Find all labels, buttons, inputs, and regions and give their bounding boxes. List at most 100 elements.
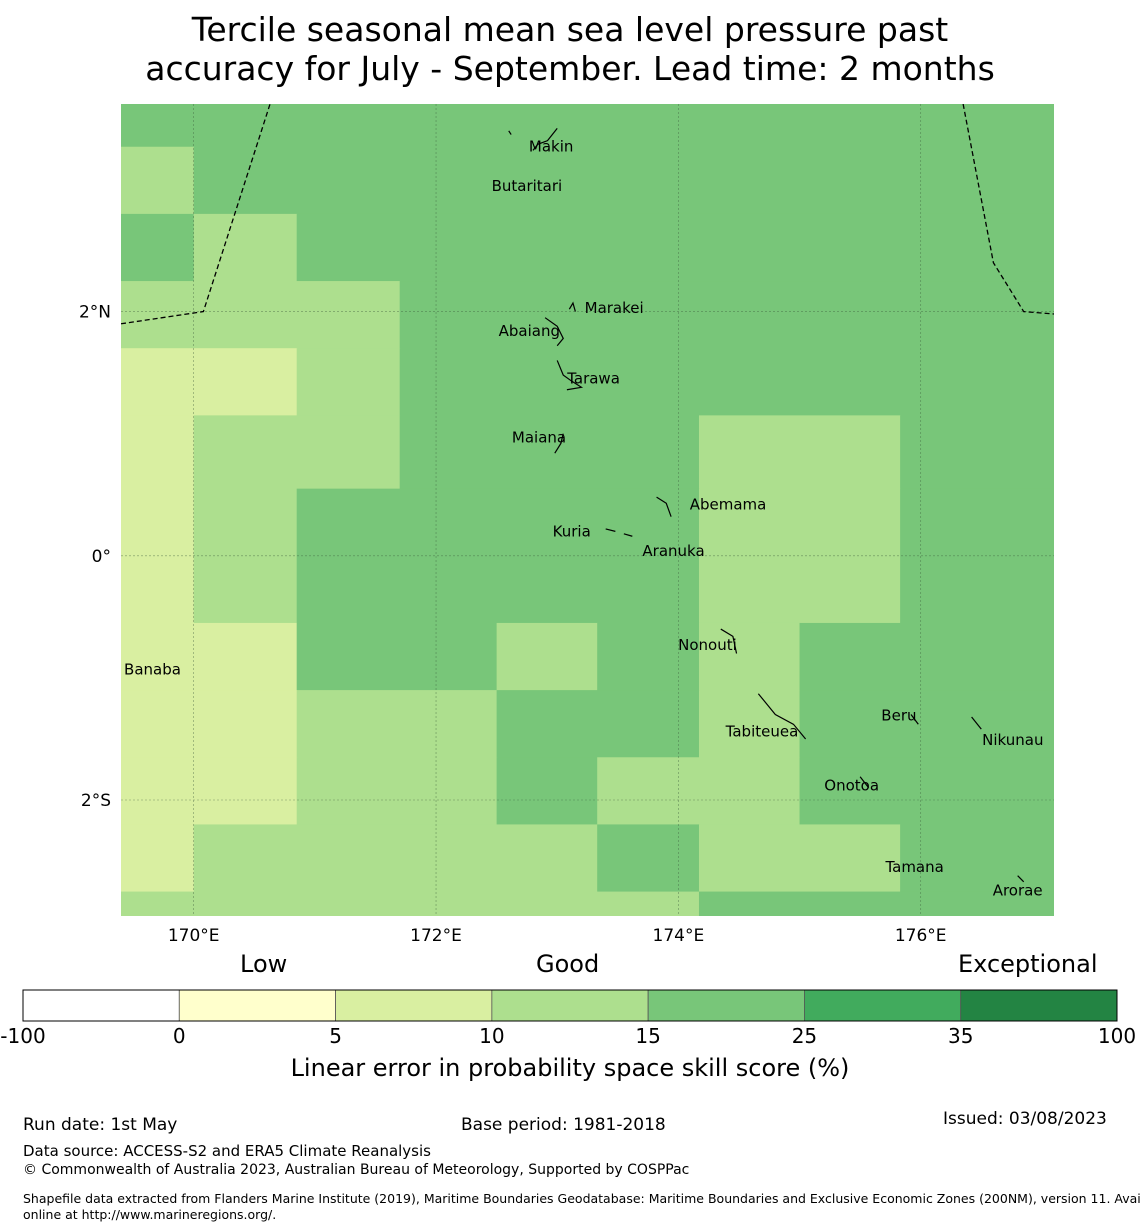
place-label: Abaiang [499, 322, 560, 340]
place-label: Arorae [993, 881, 1043, 899]
place-label: Nikunau [982, 731, 1043, 749]
place-label: Tarawa [566, 370, 620, 388]
skill-cell [698, 891, 1054, 916]
colorbar-tick-label: 35 [948, 1024, 973, 1048]
island-outline [1017, 875, 1025, 883]
skill-cell [121, 213, 195, 282]
skill-cell [399, 348, 1054, 416]
skill-cell [698, 622, 801, 691]
place-label: Aranuka [642, 542, 704, 560]
island-outline [757, 693, 807, 740]
skill-cell [496, 622, 598, 691]
island-outline [508, 130, 512, 135]
place-labels: Makin Butaritari Marakei Abaiang Tarawa Maian… [124, 138, 1043, 900]
colorbar-tick-label: 0 [173, 1024, 186, 1048]
place-label: Tamana [884, 858, 943, 876]
island-outline [910, 714, 919, 725]
island-outline [556, 360, 584, 391]
place-label: Maiana [512, 428, 566, 446]
legend-word-good: Good [536, 950, 600, 978]
skill-cell [399, 281, 1054, 349]
skill-cell [799, 757, 1054, 826]
shapefile-credit-line-2: online at http://www.marineregions.org/. [23, 1207, 277, 1222]
island-outline [568, 301, 576, 312]
skill-cell [799, 622, 1054, 691]
place-label: Banaba [124, 660, 181, 678]
skill-cell [496, 757, 598, 826]
skill-cell [121, 146, 195, 215]
colorbar-frame [22, 989, 1118, 1022]
shapefile-credit-line-1: Shapefile data extracted from Flanders M… [23, 1191, 1140, 1206]
skill-cell [121, 690, 298, 758]
place-label: Kuria [553, 522, 591, 540]
colorbar-title: Linear error in probability space skill … [290, 1054, 850, 1082]
place-label: Nonouti [678, 636, 737, 654]
skill-cell [698, 488, 901, 624]
skill-cell [799, 690, 1054, 758]
skill-grid [121, 104, 1054, 916]
island-outline [623, 533, 633, 537]
skill-cell [121, 622, 298, 691]
lat-tick-label: 2°N [79, 303, 111, 323]
skill-cell [193, 348, 298, 416]
skill-cell [597, 757, 801, 826]
legend-word-low: Low [240, 950, 288, 978]
colorbar-swatch [178, 989, 336, 1022]
island-outline [532, 128, 558, 151]
island-outline [656, 496, 672, 517]
skill-cell [193, 213, 298, 282]
skill-cell [296, 622, 498, 691]
colorbar-tick-label: 100 [1098, 1024, 1136, 1048]
data-source: Data source: ACCESS-S2 and ERA5 Climate … [23, 1142, 431, 1160]
skill-cell [296, 757, 498, 826]
skill-cell [296, 690, 498, 758]
lat-tick-label: 0° [92, 547, 111, 567]
skill-cell [121, 824, 195, 893]
graticule [121, 104, 1054, 916]
eez-boundary-line [121, 104, 271, 325]
run-date: Run date: 1st May [23, 1115, 178, 1135]
colorbar-tick-label: 5 [329, 1024, 342, 1048]
place-label: Onotoa [824, 776, 879, 794]
lat-tick-label: 2°S [81, 791, 111, 811]
skill-cell [121, 415, 195, 490]
shapefile-credit: Shapefile data extracted from Flanders M… [23, 1191, 1140, 1223]
island-outline [971, 716, 982, 730]
eez-boundaries [121, 104, 1054, 325]
colorbar-tick-label: -100 [0, 1024, 45, 1048]
skill-cell [900, 415, 1054, 490]
skill-cell [698, 415, 901, 490]
skill-cell [698, 690, 801, 758]
colorbar-swatch [647, 989, 805, 1022]
skill-cell [597, 824, 700, 893]
skill-cell [399, 415, 700, 490]
skill-cell [193, 146, 1054, 215]
lon-tick-label: 174°E [653, 926, 705, 946]
skill-cell [193, 415, 401, 490]
skill-cell [296, 213, 1054, 282]
lon-tick-label: 172°E [410, 926, 462, 946]
issued-date: Issued: 03/08/2023 [943, 1109, 1107, 1129]
skill-cell [121, 891, 195, 916]
colorbar-swatch [960, 989, 1118, 1022]
place-label: Tabiteuea [725, 723, 799, 741]
island-outline [544, 317, 564, 347]
place-label: Marakei [585, 299, 644, 317]
colorbar-tick-label: 10 [479, 1024, 504, 1048]
place-label: Beru [881, 707, 916, 725]
skill-cell [193, 891, 700, 916]
skill-cell [698, 824, 901, 893]
place-label: Abemama [690, 496, 767, 514]
legend-word-exceptional: Exceptional [958, 950, 1098, 978]
base-period: Base period: 1981-2018 [461, 1115, 666, 1135]
lon-tick-label: 176°E [895, 926, 947, 946]
skill-cell [597, 622, 700, 691]
colorbar-tick-label: 25 [792, 1024, 817, 1048]
colorbar-swatch [491, 989, 649, 1022]
place-label: Butaritari [492, 177, 563, 195]
colorbar: -100 0 5 10 15 25 35 100 [0, 989, 1136, 1048]
eez-boundary-line [962, 104, 1054, 315]
island-outline [554, 433, 564, 454]
skill-cell [496, 690, 700, 758]
